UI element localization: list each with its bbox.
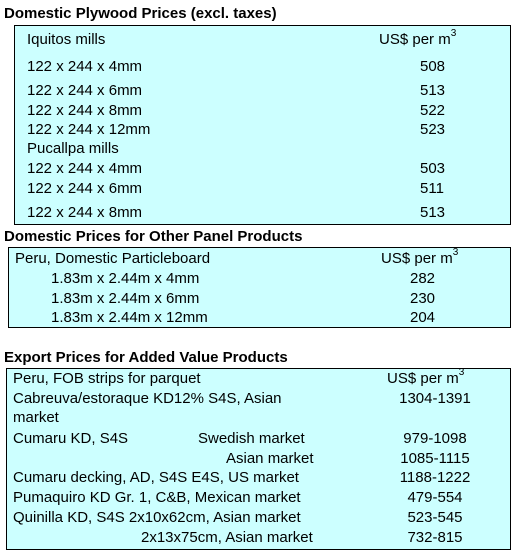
- plywood-row-label: 122 x 244 x 4mm: [27, 160, 143, 177]
- plywood-unit-header: US$ per m3: [379, 28, 457, 49]
- plywood-subheader-label: Pucallpa mills: [27, 140, 119, 157]
- export-row-label: Quinilla KD, S4S 2x10x62cm, Asian market: [13, 509, 301, 526]
- export-row-value: 979-1098: [403, 430, 467, 447]
- export-row-market: Swedish market: [198, 430, 305, 447]
- plywood-row-label: 122 x 244 x 4mm: [27, 58, 143, 75]
- panel-title: Domestic Prices for Other Panel Products: [4, 228, 303, 245]
- panel-row-value: 230: [410, 290, 436, 307]
- panel-row-value: 282: [410, 270, 436, 287]
- export-header-label: Peru, FOB strips for parquet: [13, 370, 201, 387]
- export-row-label: Cumaru KD, S4S: [13, 430, 129, 447]
- export-row-value: 1304-1391: [399, 390, 471, 407]
- panel-header-label: Peru, Domestic Particleboard: [15, 250, 211, 267]
- plywood-row-label: 122 x 244 x 6mm: [27, 82, 143, 99]
- export-row-value: 479-554: [407, 489, 463, 506]
- export-row-label: Cumaru decking, AD, S4S E4S, US market: [13, 469, 299, 486]
- plywood-row-value: 508: [420, 58, 446, 75]
- export-row-label: market: [13, 409, 59, 426]
- export-row-label: Pumaquiro KD Gr. 1, C&B, Mexican market: [13, 489, 301, 506]
- plywood-row-value: 513: [420, 204, 446, 221]
- export-row-value: 1188-1222: [399, 469, 471, 486]
- export-row-label: Cabreuva/estoraque KD12% S4S, Asian: [13, 390, 282, 407]
- export-row-value: 523-545: [407, 509, 463, 526]
- plywood-row-value: 523: [420, 121, 446, 138]
- export-row-value: 1085-1115: [400, 450, 470, 467]
- export-row-label: 2x13x75cm, Asian market: [141, 529, 313, 546]
- plywood-row-value: 522: [420, 102, 446, 119]
- plywood-row-label: 122 x 244 x 8mm: [27, 204, 143, 221]
- panel-row-label: 1.83m x 2.44m x 4mm: [51, 270, 200, 287]
- plywood-row-value: 513: [420, 82, 446, 99]
- export-row-market: Asian market: [226, 450, 314, 467]
- panel-table: Peru, Domestic Particleboard US$ per m3 …: [8, 247, 511, 328]
- panel-row-label: 1.83m x 2.44m x 12mm: [51, 309, 208, 326]
- panel-unit-header: US$ per m3: [381, 247, 459, 268]
- panel-row-value: 204: [410, 309, 436, 326]
- plywood-header-label: Iquitos mills: [27, 31, 106, 48]
- plywood-row-label: 122 x 244 x 8mm: [27, 102, 143, 119]
- plywood-row-value: 511: [420, 180, 444, 197]
- plywood-table: Iquitos mills US$ per m3 122 x 244 x 4mm…: [14, 25, 511, 225]
- export-title: Export Prices for Added Value Products: [4, 349, 288, 366]
- export-row-value: 732-815: [407, 529, 463, 546]
- plywood-row-value: 503: [420, 160, 446, 177]
- export-unit-header: US$ per m3: [387, 367, 465, 388]
- export-table: Peru, FOB strips for parquet US$ per m3 …: [6, 368, 511, 550]
- plywood-row-label: 122 x 244 x 12mm: [27, 121, 151, 138]
- plywood-row-label: 122 x 244 x 6mm: [27, 180, 143, 197]
- panel-row-label: 1.83m x 2.44m x 6mm: [51, 290, 200, 307]
- plywood-title: Domestic Plywood Prices (excl. taxes): [4, 5, 277, 22]
